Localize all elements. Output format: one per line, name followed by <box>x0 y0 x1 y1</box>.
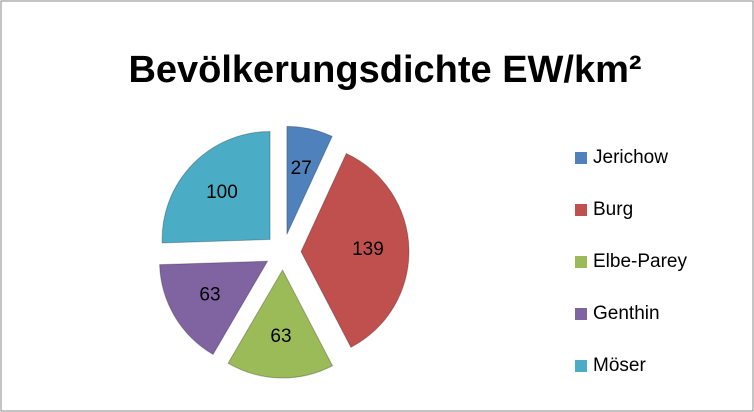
pie-slice <box>286 125 333 235</box>
legend-swatch <box>575 152 587 164</box>
data-label: 139 <box>352 239 384 260</box>
pie-slice <box>300 152 410 348</box>
legend-swatch <box>575 256 587 268</box>
legend-swatch <box>575 360 587 372</box>
pie-slice <box>159 260 269 356</box>
legend-label: Möser <box>593 355 646 376</box>
legend-label: Jerichow <box>593 147 668 168</box>
legend-label: Genthin <box>593 303 660 324</box>
data-label: 27 <box>291 158 312 179</box>
legend-label: Burg <box>593 199 633 220</box>
chart-title: Bevölkerungsdichte EW/km² <box>128 49 641 91</box>
data-label: 63 <box>199 284 220 305</box>
legend-swatch <box>575 308 587 320</box>
pie-slice <box>227 268 334 379</box>
pie-slice <box>161 130 271 244</box>
data-label: 100 <box>206 182 238 203</box>
legend-label: Elbe-Parey <box>593 251 687 272</box>
legend-swatch <box>575 204 587 216</box>
data-label: 63 <box>270 326 291 347</box>
